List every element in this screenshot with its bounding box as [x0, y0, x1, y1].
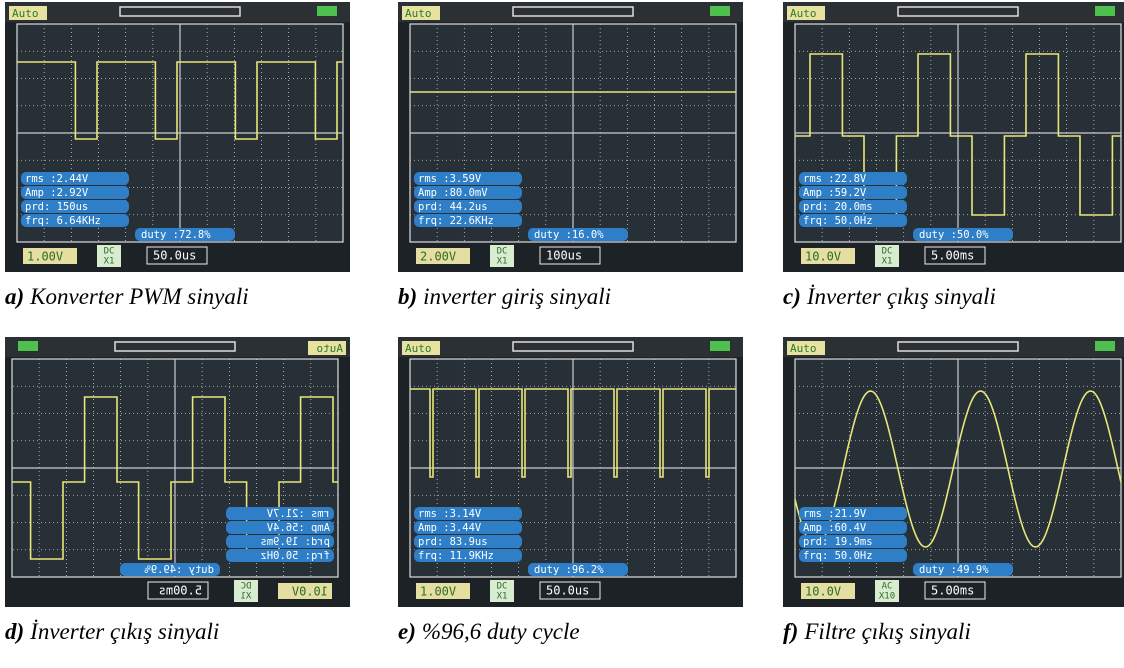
readout-amp: Amp :80.0mV	[418, 187, 488, 199]
readout-rms: rms :3.59V	[418, 173, 482, 185]
scope-photo: Auto rms :21.9V Amp :60.4V prd: 19.9ms frq: …	[783, 337, 1124, 607]
scope-photo: Auto rms :21.7V Amp :56.4V prd: 19.9ms frq: …	[5, 337, 350, 607]
probe: X1	[497, 592, 508, 602]
readout-rms: rms :3.14V	[418, 508, 482, 520]
readout-prd: prd: 44.2us	[418, 201, 488, 213]
caption-text: inverter giriş sinyali	[423, 284, 611, 309]
probe: X1	[241, 592, 252, 602]
caption-text: İnverter çıkış sinyali	[806, 284, 996, 309]
mode-label: Auto	[317, 342, 344, 355]
readout-frq: frq: 50.0Hz	[260, 550, 330, 562]
coupling: DC	[241, 582, 252, 592]
caption-text: Filtre çıkış sinyali	[803, 619, 971, 644]
caption: d)İnverter çıkış sinyali	[5, 619, 219, 644]
readout-amp: Amp :59.2V	[803, 187, 867, 199]
caption-letter: a)	[5, 284, 24, 309]
readout-prd: prd: 19.9ms	[803, 536, 873, 548]
readout-frq: frq: 50.0Hz	[803, 550, 873, 562]
battery	[1095, 6, 1115, 16]
caption-letter: e)	[398, 619, 416, 644]
scope-photo: Auto rms :22.8V Amp :59.2V prd: 20.0ms frq: …	[783, 2, 1124, 272]
top-bar	[398, 2, 743, 22]
coupling: DC	[497, 582, 508, 592]
top-bar	[783, 337, 1124, 357]
top-bar	[398, 337, 743, 357]
battery	[317, 6, 337, 16]
caption-letter: c)	[783, 284, 801, 309]
scope-photo: Auto rms :2.44V Amp :2.92V prd: 150us frq: 6…	[5, 2, 350, 272]
caption-text: Konverter PWM sinyali	[29, 284, 248, 309]
volts-div: 10.0V	[805, 250, 841, 264]
coupling: DC	[104, 247, 115, 257]
time-div: 5.00ms	[931, 249, 974, 263]
mode-label: Auto	[12, 7, 39, 20]
mode-label: Auto	[790, 342, 817, 355]
caption-text: %96,6 duty cycle	[422, 619, 580, 644]
readout-rms: rms :21.9V	[803, 508, 867, 520]
volts-div: 10.0V	[292, 585, 328, 599]
probe: X1	[882, 257, 893, 267]
time-div: 50.0us	[153, 249, 196, 263]
volts-div: 1.00V	[27, 250, 63, 264]
readout-duty: duty :50.0%	[919, 229, 989, 241]
readout-frq: frq: 22.6KHz	[418, 215, 494, 227]
readout-duty: duty :49.9%	[144, 564, 214, 576]
probe: X1	[497, 257, 508, 267]
mirrored-screen: Auto rms :21.7V Amp :56.4V prd: 19.9ms frq: …	[5, 337, 350, 607]
readout-rms: rms :2.44V	[25, 173, 89, 185]
readout-prd: prd: 20.0ms	[803, 201, 873, 213]
caption-text: İnverter çıkış sinyali	[29, 619, 219, 644]
top-bar	[783, 2, 1124, 22]
readout-frq: frq: 11.9KHz	[418, 550, 494, 562]
time-div: 5.00ms	[931, 584, 974, 598]
coupling: DC	[497, 247, 508, 257]
figure: Auto rms :2.44V Amp :2.92V prd: 150us frq: 6…	[0, 0, 1124, 663]
volts-div: 1.00V	[420, 585, 456, 599]
caption-letter: f)	[783, 619, 798, 644]
readout-rms: rms :22.8V	[803, 173, 867, 185]
mode-label: Auto	[790, 7, 817, 20]
readout-amp: Amp :2.92V	[25, 187, 89, 199]
readout-duty: duty :16.0%	[534, 229, 604, 241]
readout-prd: prd: 19.9ms	[260, 536, 330, 548]
battery	[1095, 341, 1115, 351]
readout-duty: duty :96.2%	[534, 564, 604, 576]
battery	[710, 6, 730, 16]
readout-frq: frq: 6.64KHz	[25, 215, 101, 227]
caption: b)inverter giriş sinyali	[398, 284, 611, 309]
time-div: 50.0us	[546, 584, 589, 598]
readout-rms: rms :21.7V	[266, 508, 330, 520]
battery	[18, 341, 38, 351]
top-bar	[5, 2, 350, 22]
time-div: 5.00ms	[159, 584, 202, 598]
coupling: AC	[882, 582, 893, 592]
probe: X1	[104, 257, 115, 267]
readout-amp: Amp :3.44V	[418, 522, 482, 534]
volts-div: 10.0V	[805, 585, 841, 599]
caption: c)İnverter çıkış sinyali	[783, 284, 996, 309]
mode-label: Auto	[405, 342, 432, 355]
time-div: 100us	[546, 249, 582, 263]
volts-div: 2.00V	[420, 250, 456, 264]
readout-prd: prd: 150us	[25, 201, 88, 213]
readout-duty: duty :49.9%	[919, 564, 989, 576]
caption: f)Filtre çıkış sinyali	[783, 619, 971, 644]
caption: a)Konverter PWM sinyali	[5, 284, 249, 309]
caption-letter: d)	[5, 619, 24, 644]
readout-prd: prd: 83.9us	[418, 536, 488, 548]
readout-amp: Amp :56.4V	[266, 522, 330, 534]
readout-duty: duty :72.8%	[141, 229, 211, 241]
top-bar	[5, 337, 350, 357]
probe: X10	[879, 592, 895, 602]
caption-letter: b)	[398, 284, 417, 309]
readout-frq: frq: 50.0Hz	[803, 215, 873, 227]
scope-photo: Auto rms :3.59V Amp :80.0mV prd: 44.2us frq:…	[398, 2, 743, 272]
caption: e)%96,6 duty cycle	[398, 619, 580, 644]
battery	[710, 341, 730, 351]
readout-amp: Amp :60.4V	[803, 522, 867, 534]
coupling: DC	[882, 247, 893, 257]
scope-photo: Auto rms :3.14V Amp :3.44V prd: 83.9us frq: …	[398, 337, 743, 607]
mode-label: Auto	[405, 7, 432, 20]
